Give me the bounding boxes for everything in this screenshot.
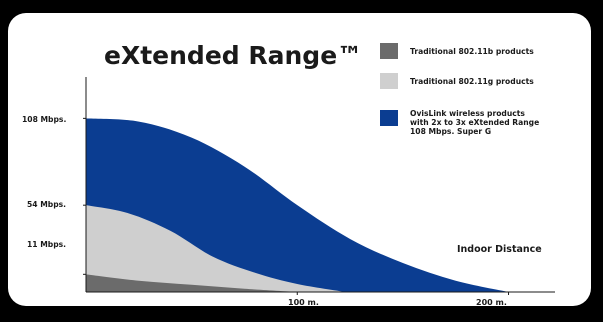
legend-label-g: Traditional 802.11g products (410, 77, 534, 86)
y-tick-label-11: 11 Mbps. (27, 240, 66, 249)
chart-title: eXtended Range™ (104, 41, 362, 70)
legend-swatch-x (380, 110, 398, 126)
x-axis-label: Indoor Distance (457, 244, 542, 255)
y-tick-label-54: 54 Mbps. (27, 200, 66, 209)
x-tick-label-200: 200 m. (476, 298, 507, 307)
area-series-g (86, 205, 346, 292)
y-tick-label-108: 108 Mbps. (22, 115, 66, 124)
legend-label-x-line2: with 2x to 3x eXtended Range (410, 118, 539, 127)
x-tick-label-100: 100 m. (288, 298, 319, 307)
chart-areas (86, 118, 509, 292)
legend-label-x-line3: 108 Mbps. Super G (410, 127, 491, 136)
area-series-b (86, 274, 298, 292)
legend-swatch-g (380, 73, 398, 89)
legend: Traditional 802.11b products Traditional… (380, 43, 539, 136)
legend-swatch-b (380, 43, 398, 59)
legend-label-x-line1: OvisLink wireless products (410, 109, 525, 118)
legend-label-b: Traditional 802.11b products (410, 47, 534, 56)
chart-axes (83, 77, 555, 295)
